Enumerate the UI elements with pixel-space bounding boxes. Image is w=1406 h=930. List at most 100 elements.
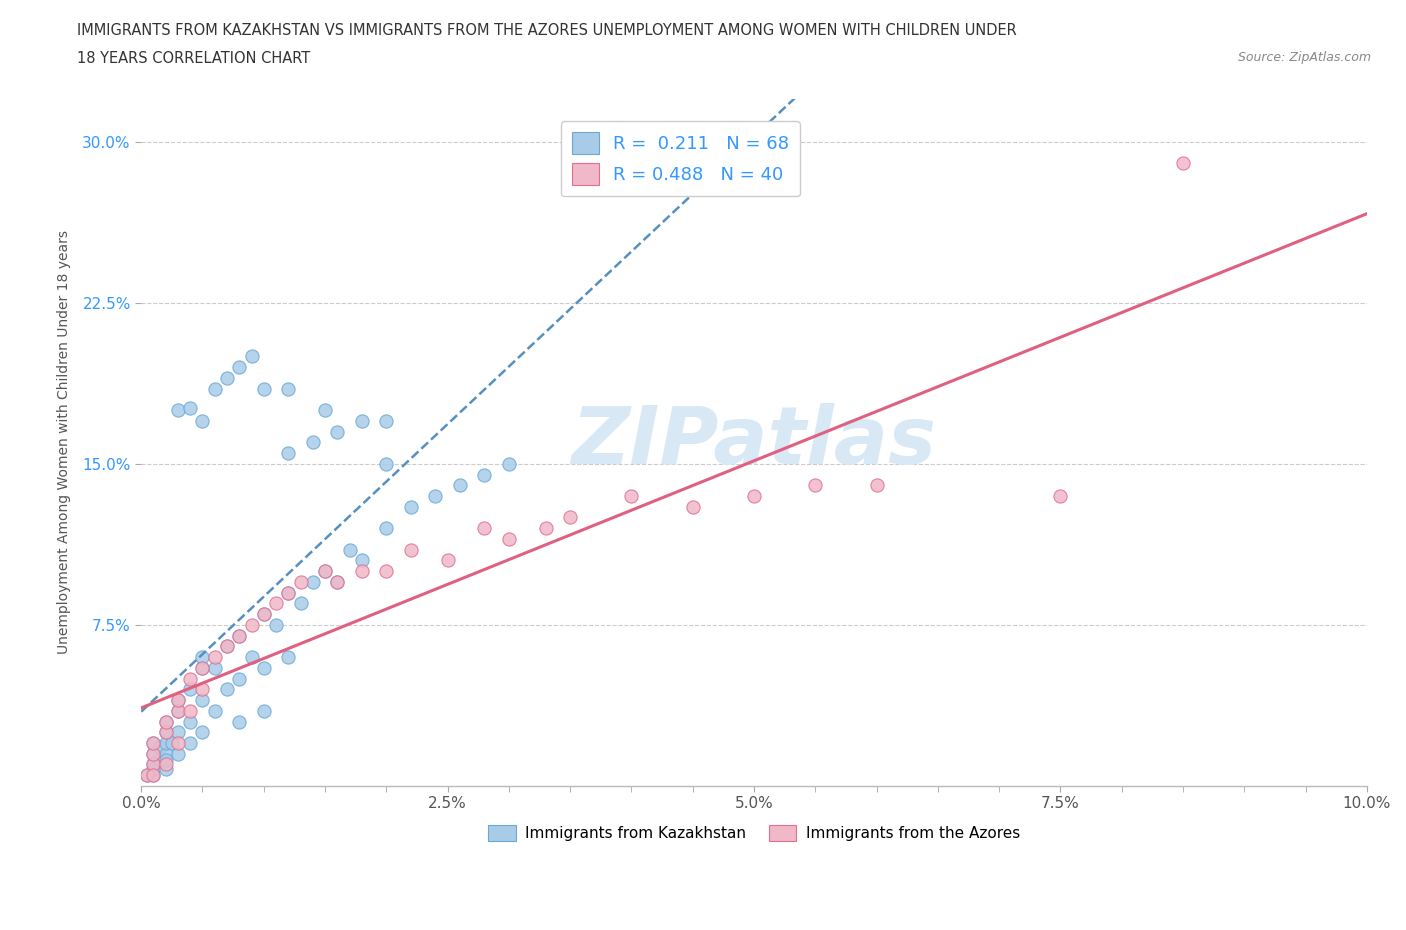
Point <box>425 488 447 503</box>
Point <box>253 660 276 675</box>
Point <box>277 445 299 460</box>
Point <box>474 467 496 482</box>
Point <box>314 564 336 578</box>
Point <box>155 724 177 739</box>
Point <box>155 736 177 751</box>
Point <box>155 714 177 729</box>
Point <box>350 564 373 578</box>
Point <box>228 671 250 686</box>
Point <box>301 575 323 590</box>
Point <box>204 650 226 665</box>
Point <box>228 360 250 375</box>
Point <box>253 703 276 718</box>
Point <box>142 757 165 772</box>
Point <box>290 596 312 611</box>
Point <box>350 414 373 429</box>
Point <box>399 499 422 514</box>
Point <box>228 628 250 643</box>
Point <box>498 532 520 547</box>
Point <box>142 736 165 751</box>
Point <box>682 499 704 514</box>
Point <box>191 660 214 675</box>
Point <box>534 521 557 536</box>
Point <box>179 736 201 751</box>
Y-axis label: Unemployment Among Women with Children Under 18 years: Unemployment Among Women with Children U… <box>58 231 72 655</box>
Point <box>136 768 159 783</box>
Point <box>326 575 349 590</box>
Point <box>449 478 471 493</box>
Point <box>167 746 190 761</box>
Point <box>277 381 299 396</box>
Point <box>1049 488 1071 503</box>
Point <box>179 401 201 416</box>
Point <box>167 724 190 739</box>
Point <box>277 585 299 600</box>
Point <box>142 762 165 777</box>
Point <box>204 660 226 675</box>
Point <box>215 682 238 697</box>
Point <box>215 639 238 654</box>
Point <box>498 457 520 472</box>
Point <box>167 693 190 708</box>
Point <box>277 585 299 600</box>
Point <box>375 564 398 578</box>
Point <box>155 724 177 739</box>
Point <box>191 724 214 739</box>
Point <box>179 703 201 718</box>
Point <box>375 521 398 536</box>
Point <box>350 553 373 568</box>
Point <box>264 596 287 611</box>
Point <box>865 478 887 493</box>
Point <box>326 424 349 439</box>
Point <box>339 542 361 557</box>
Point <box>155 762 177 777</box>
Point <box>160 736 183 751</box>
Point <box>167 736 190 751</box>
Point <box>142 736 165 751</box>
Point <box>204 381 226 396</box>
Point <box>804 478 827 493</box>
Text: 18 YEARS CORRELATION CHART: 18 YEARS CORRELATION CHART <box>77 51 311 66</box>
Point <box>253 381 276 396</box>
Point <box>240 618 263 632</box>
Point <box>560 510 582 525</box>
Text: Source: ZipAtlas.com: Source: ZipAtlas.com <box>1237 51 1371 64</box>
Point <box>253 606 276 621</box>
Point <box>240 349 263 364</box>
Point <box>399 542 422 557</box>
Point <box>326 575 349 590</box>
Point <box>301 435 323 450</box>
Point <box>436 553 458 568</box>
Point <box>179 682 201 697</box>
Point <box>155 757 177 772</box>
Point <box>277 650 299 665</box>
Legend: Immigrants from Kazakhstan, Immigrants from the Azores: Immigrants from Kazakhstan, Immigrants f… <box>482 818 1026 847</box>
Point <box>253 606 276 621</box>
Point <box>142 768 165 783</box>
Point <box>155 746 177 761</box>
Point <box>167 693 190 708</box>
Point <box>1171 155 1194 170</box>
Point <box>191 650 214 665</box>
Point <box>228 714 250 729</box>
Text: ZIPatlas: ZIPatlas <box>571 404 936 482</box>
Point <box>142 746 165 761</box>
Point <box>155 752 177 767</box>
Point <box>290 575 312 590</box>
Point <box>142 746 165 761</box>
Point <box>228 628 250 643</box>
Point <box>314 564 336 578</box>
Point <box>191 693 214 708</box>
Point <box>742 488 765 503</box>
Point <box>264 618 287 632</box>
Point <box>620 488 643 503</box>
Point <box>240 650 263 665</box>
Point <box>179 671 201 686</box>
Point <box>179 714 201 729</box>
Point <box>149 740 172 755</box>
Point <box>136 768 159 783</box>
Point <box>167 403 190 418</box>
Point <box>167 703 190 718</box>
Point <box>474 521 496 536</box>
Point <box>215 370 238 385</box>
